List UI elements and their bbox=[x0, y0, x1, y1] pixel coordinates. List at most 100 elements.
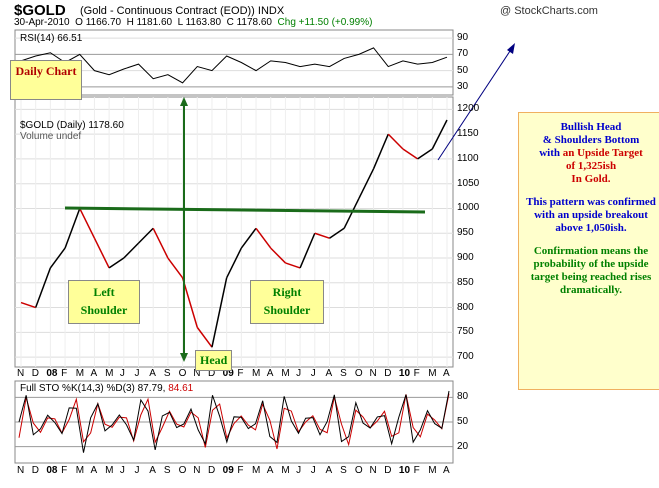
price-tick-label: 1050 bbox=[457, 177, 480, 189]
rsi-tick-label: 70 bbox=[457, 48, 469, 60]
price-segment bbox=[387, 133, 404, 150]
time-axis-label: A bbox=[325, 465, 333, 476]
time-axis-label: J bbox=[119, 465, 125, 476]
price-tick-label: 1200 bbox=[457, 103, 480, 115]
target-arrow bbox=[437, 47, 513, 161]
sto-label: Full STO %K(14,3) %D(3) 87.79, 84.61 bbox=[20, 383, 193, 394]
time-axis-label: S bbox=[340, 465, 347, 476]
time-axis-label: O bbox=[178, 465, 187, 476]
price-segment bbox=[34, 267, 52, 308]
time-axis-label: F bbox=[237, 465, 244, 476]
sto-series bbox=[18, 390, 450, 453]
price-tick-label: 1000 bbox=[457, 202, 480, 214]
price-segment bbox=[240, 227, 257, 249]
sto-tick-label: 20 bbox=[457, 440, 469, 452]
price-segment bbox=[20, 301, 36, 309]
daily-chart-label: Daily Chart bbox=[10, 60, 82, 100]
rsi-panel-frame bbox=[14, 29, 454, 96]
time-axis-label: A bbox=[443, 465, 450, 476]
price-tick-label: 850 bbox=[457, 276, 474, 288]
time-axis-label: F bbox=[413, 465, 420, 476]
time-axis-label: S bbox=[163, 368, 171, 379]
time-axis-label: J bbox=[296, 465, 302, 476]
time-axis-label: N bbox=[193, 368, 201, 379]
time-axis-label: A bbox=[149, 368, 156, 379]
time-axis-label: J bbox=[134, 465, 140, 476]
note-title-3b: an Upside Target bbox=[562, 147, 643, 159]
time-axis-label: M bbox=[105, 368, 114, 379]
header-ohlc-line: 30-Apr-2010 O 1166.70 H 1181.60 L 1163.8… bbox=[14, 17, 372, 28]
time-axis-label: S bbox=[340, 368, 347, 379]
note-title-3a: with bbox=[539, 147, 563, 159]
time-axis-label: 10 bbox=[398, 368, 411, 379]
time-axis-label: 08 bbox=[46, 368, 58, 379]
price-segment bbox=[93, 237, 110, 269]
time-axis-label: N bbox=[369, 368, 377, 379]
price-segment bbox=[167, 257, 184, 279]
time-axis-label: A bbox=[325, 368, 333, 379]
time-axis-label: F bbox=[413, 368, 420, 379]
time-axis-label: D bbox=[384, 465, 392, 476]
time-axis-label: A bbox=[90, 368, 98, 379]
sto-label-prefix: Full STO %K(14,3) %D(3) bbox=[20, 383, 138, 394]
price-segment bbox=[211, 277, 228, 348]
rsi-tick-label: 90 bbox=[457, 32, 469, 44]
time-axis-label: D bbox=[207, 368, 216, 379]
price-segment bbox=[64, 208, 81, 249]
time-axis-label: M bbox=[281, 368, 290, 379]
time-axis-label: A bbox=[90, 465, 98, 476]
rsi-tick-label: 50 bbox=[457, 64, 469, 76]
price-segment bbox=[343, 198, 360, 229]
chart-description: (Gold - Continuous Contract (EOD)) INDX bbox=[80, 5, 285, 17]
price-segment bbox=[49, 247, 66, 269]
price-tick-label: 950 bbox=[457, 227, 474, 239]
time-axis-label: F bbox=[237, 368, 244, 379]
sto-d-value: 84.61 bbox=[168, 383, 194, 394]
time-axis-label: J bbox=[310, 465, 316, 476]
sto-k-value: 87.79, bbox=[137, 383, 166, 394]
head-label: Head bbox=[195, 350, 233, 371]
price-segment bbox=[79, 208, 96, 239]
note-title-5: In Gold. bbox=[571, 173, 611, 185]
neckline bbox=[64, 206, 426, 214]
time-axis-label: J bbox=[119, 368, 125, 379]
price-segment bbox=[255, 227, 272, 249]
time-axis-label: M bbox=[105, 465, 114, 476]
chart-source: @ StockCharts.com bbox=[500, 5, 598, 17]
time-axis-label: F bbox=[61, 368, 68, 379]
time-axis-label: M bbox=[75, 368, 85, 379]
time-axis-label: D bbox=[31, 465, 39, 476]
price-segment bbox=[329, 227, 345, 239]
note-confirmation: This pattern was confirmed with an upsid… bbox=[526, 196, 656, 234]
price-segment bbox=[372, 133, 389, 170]
target-arrow-head bbox=[507, 43, 515, 54]
rsi-tick-label: 30 bbox=[457, 80, 469, 92]
price-segment bbox=[431, 119, 448, 150]
rsi-label: RSI(14) 66.51 bbox=[20, 33, 83, 44]
time-axis-label: F bbox=[61, 465, 68, 476]
time-axis-label: O bbox=[178, 368, 187, 379]
price-tick-label: 800 bbox=[457, 301, 474, 313]
time-axis-label: 10 bbox=[398, 465, 411, 476]
price-segment bbox=[402, 148, 419, 160]
time-axis-label: 09 bbox=[222, 465, 234, 476]
header-change: Chg +11.50 (+0.99%) bbox=[277, 17, 373, 28]
header-date: 30-Apr-2010 bbox=[14, 17, 70, 28]
price-segment bbox=[358, 168, 375, 199]
volume-legend: Volume undef bbox=[20, 131, 82, 142]
time-axis-label: D bbox=[207, 465, 216, 476]
rsi-line bbox=[20, 47, 448, 84]
price-segment bbox=[299, 232, 316, 269]
sto-k-line bbox=[18, 390, 450, 453]
price-segment bbox=[108, 257, 125, 269]
time-axis-label: N bbox=[193, 465, 201, 476]
price-segment bbox=[417, 148, 433, 160]
price-tick-label: 1150 bbox=[457, 128, 479, 140]
analysis-note: Bullish Head & Shoulders Bottom with an … bbox=[518, 112, 659, 390]
price-segment bbox=[181, 277, 198, 328]
time-axis-label: A bbox=[149, 465, 156, 476]
time-axis-label: N bbox=[17, 465, 25, 476]
time-axis-label: D bbox=[31, 368, 39, 379]
time-axis-label: J bbox=[296, 368, 302, 379]
time-axis-label: O bbox=[354, 465, 363, 476]
